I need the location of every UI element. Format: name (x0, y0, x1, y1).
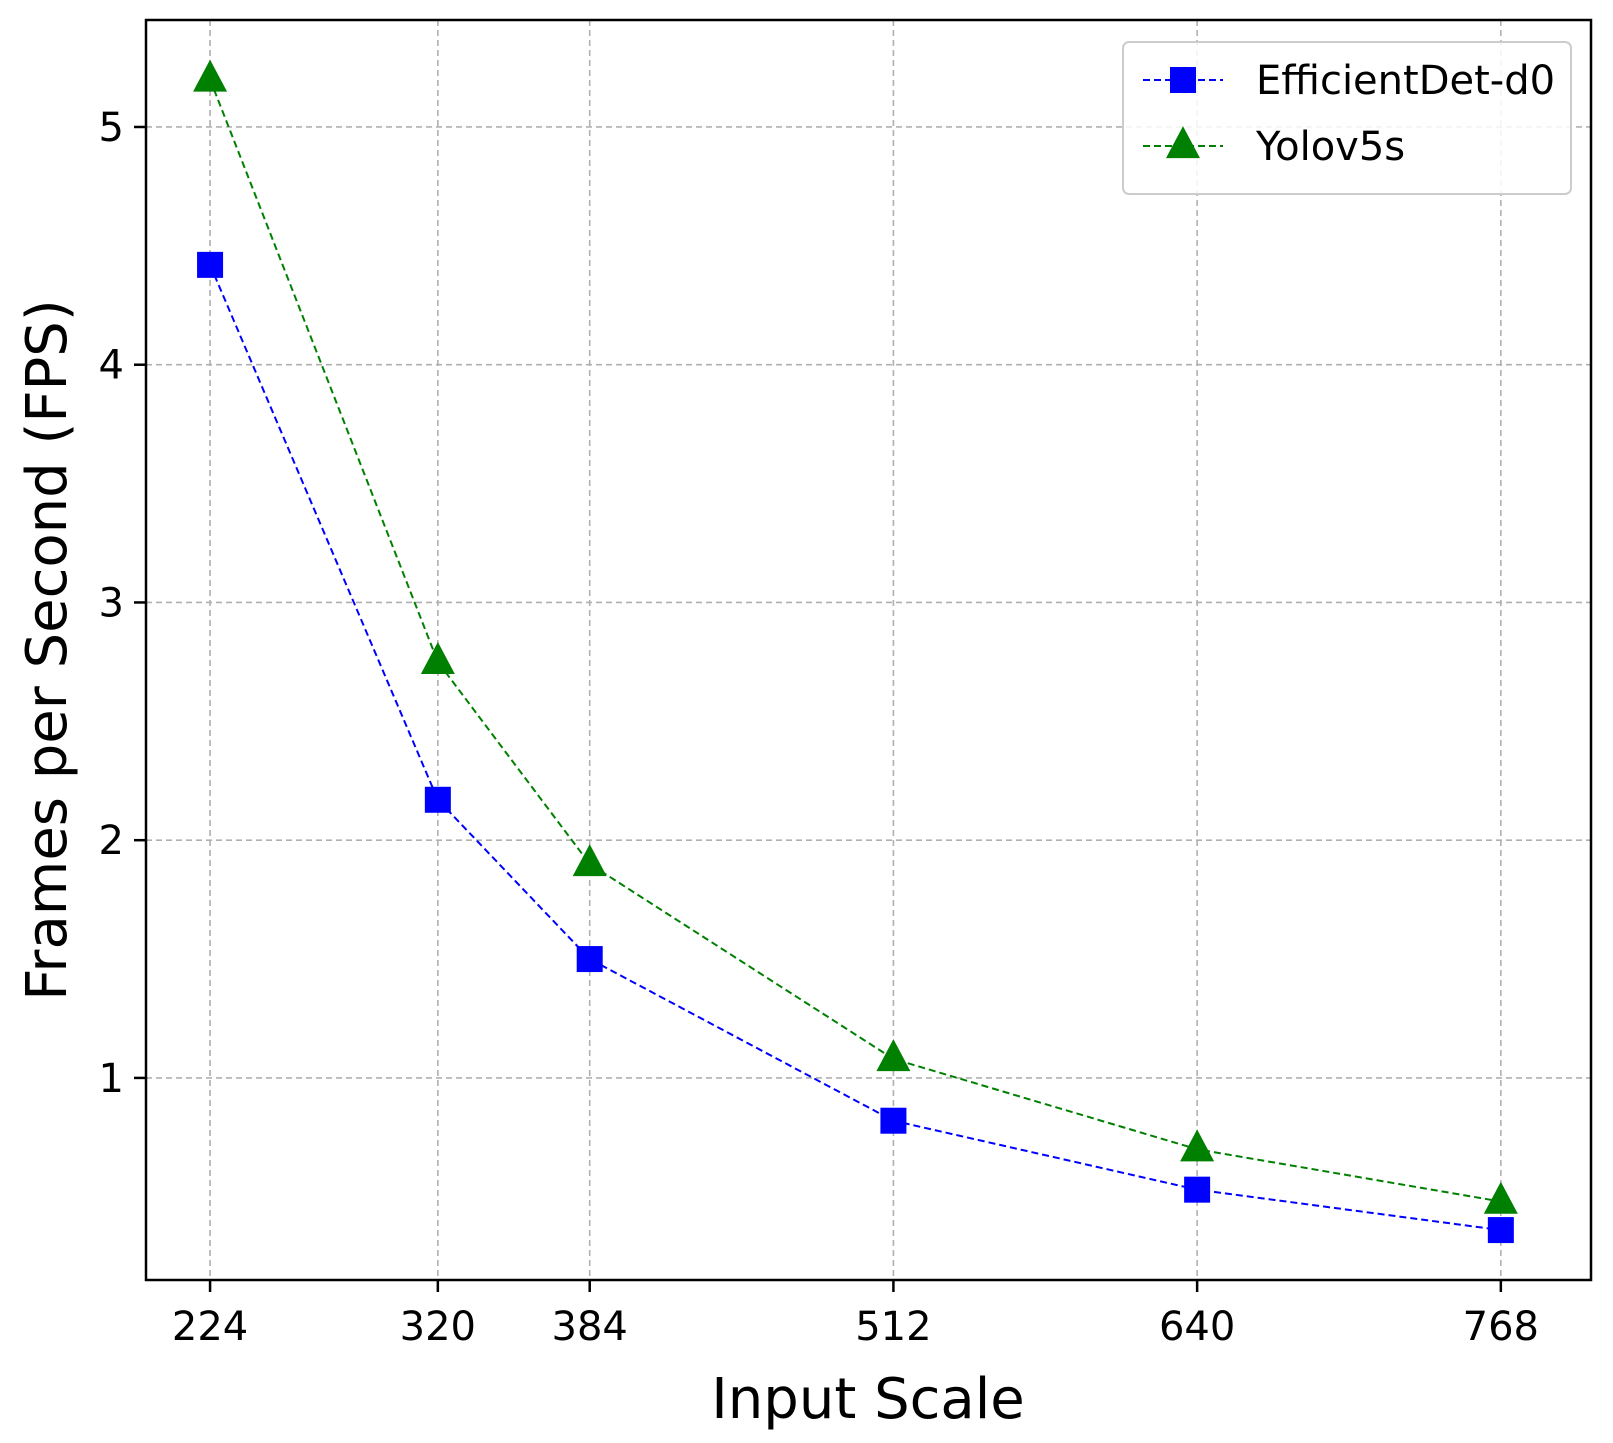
data-point (424, 786, 451, 813)
data-point (1487, 1217, 1514, 1244)
y-tick-label: 1 (99, 1056, 124, 1102)
legend-item: Yolov5s (1143, 124, 1405, 170)
data-point (197, 251, 224, 278)
y-tick-label: 5 (99, 105, 124, 151)
x-tick-label: 224 (172, 1304, 248, 1350)
data-point (193, 59, 228, 92)
plot-frame (144, 18, 1593, 1282)
data-series (193, 59, 1518, 1244)
series-line (209, 264, 1501, 1232)
data-point (1184, 1176, 1211, 1203)
axis-ticks: 224 320 384 512 640 768 1 2 3 4 5 (99, 105, 1539, 1350)
y-tick-label: 3 (99, 580, 124, 626)
data-point (572, 844, 607, 877)
legend-label: EfficientDet-d0 (1256, 58, 1555, 104)
data-point (1180, 1129, 1215, 1162)
legend-frame (1122, 41, 1572, 195)
x-axis-label: Input Scale (711, 1367, 1024, 1432)
data-point (876, 1039, 911, 1072)
series-0 (197, 251, 1514, 1244)
x-tick-label: 384 (552, 1304, 628, 1350)
y-tick-label: 2 (99, 818, 124, 864)
legend-label: Yolov5s (1255, 124, 1405, 170)
data-point (880, 1107, 907, 1134)
y-tick-label: 4 (99, 343, 124, 389)
data-point (420, 642, 455, 675)
series-line (209, 79, 1502, 1203)
x-tick-label: 768 (1463, 1304, 1539, 1350)
series-1 (193, 59, 1518, 1214)
x-tick-label: 640 (1159, 1304, 1235, 1350)
legend-marker (1166, 126, 1200, 159)
x-tick-label: 512 (855, 1304, 931, 1350)
grid-lines (146, 20, 1591, 1280)
data-point (576, 946, 603, 973)
legend-item: EfficientDet-d0 (1143, 58, 1555, 104)
legend-marker (1170, 67, 1196, 93)
data-point (1483, 1181, 1518, 1214)
legend: EfficientDet-d0 Yolov5s (1122, 41, 1572, 195)
x-tick-label: 320 (400, 1304, 476, 1350)
y-axis-label: Frames per Second (FPS) (15, 299, 80, 1000)
